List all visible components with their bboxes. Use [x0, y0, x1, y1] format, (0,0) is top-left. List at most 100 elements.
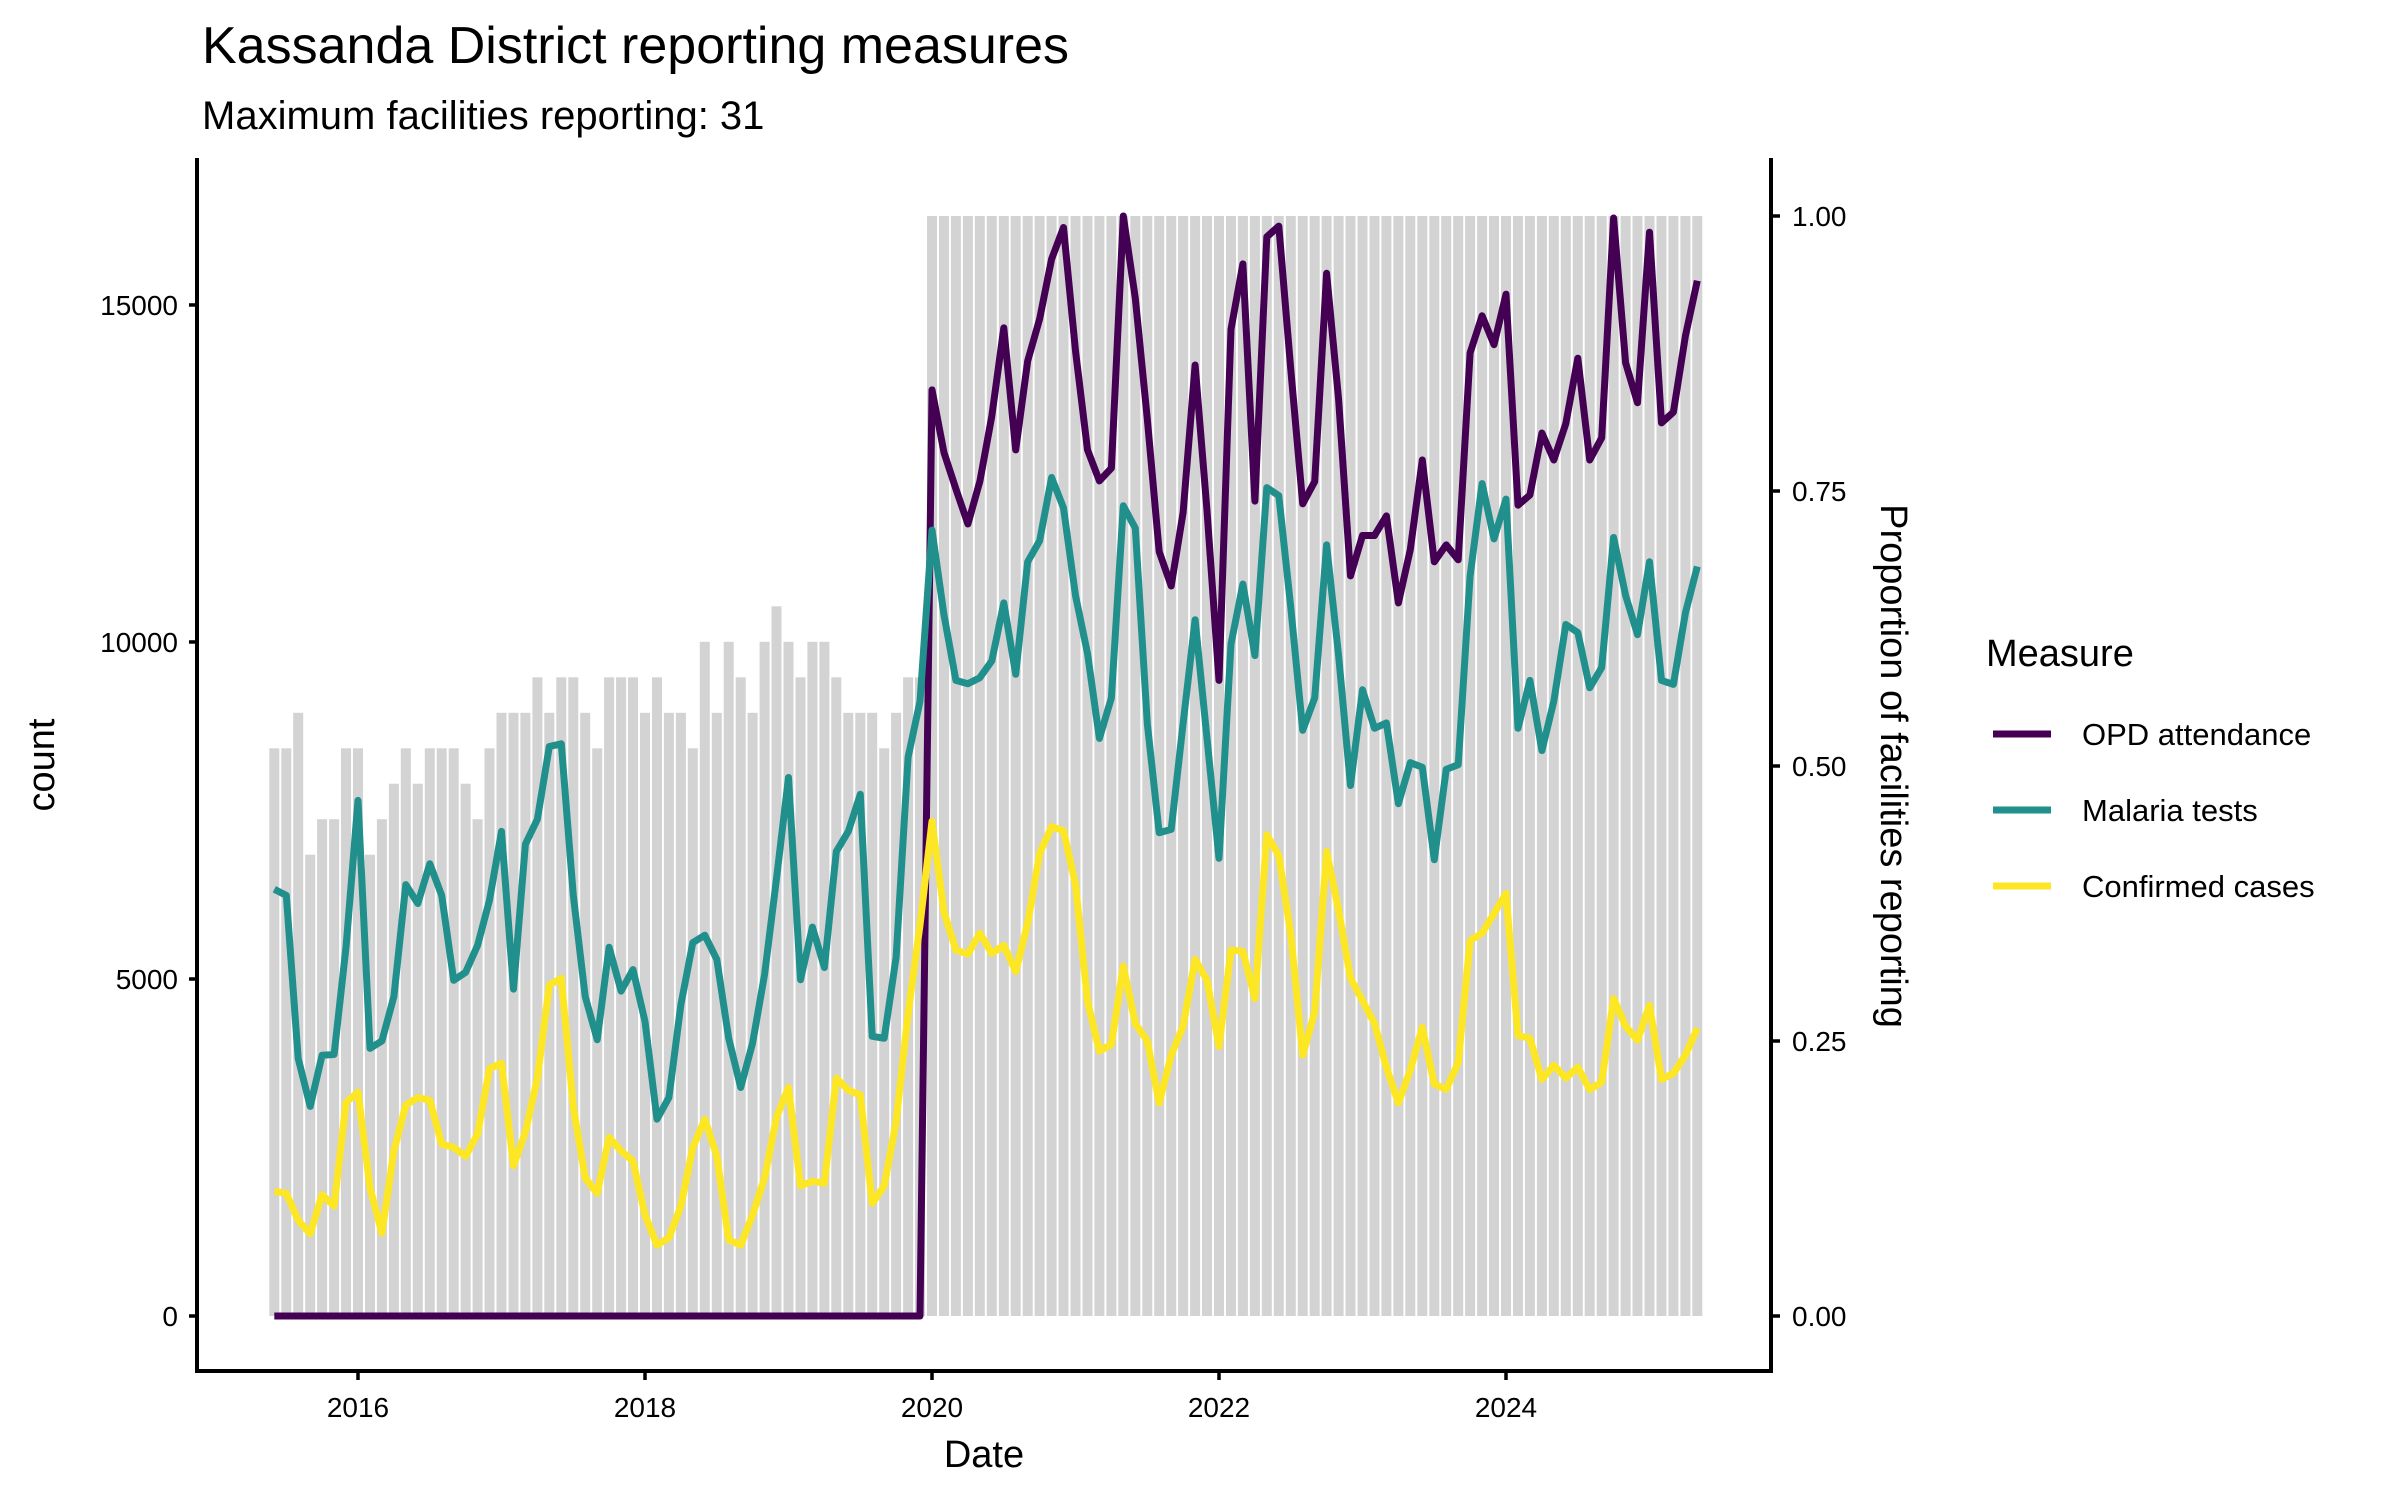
facility-bar	[1524, 216, 1535, 1316]
facility-bar	[1249, 216, 1260, 1316]
facility-bar	[974, 216, 985, 1316]
facility-bar	[1094, 216, 1105, 1316]
facility-bar	[1022, 216, 1033, 1316]
facility-bar	[711, 712, 722, 1316]
facility-bar	[460, 783, 471, 1316]
facility-bar	[1644, 216, 1655, 1316]
series-line-opd-attendance	[274, 212, 1701, 1320]
facility-bar	[998, 216, 1009, 1316]
facility-bar	[819, 641, 830, 1316]
facility-bar	[1106, 216, 1117, 1316]
facility-bar	[1034, 216, 1045, 1316]
facility-bar	[699, 641, 710, 1316]
facility-bar	[831, 677, 842, 1316]
facility-bar	[1261, 216, 1272, 1316]
facility-bar	[1154, 216, 1165, 1316]
facility-bar	[341, 748, 351, 1316]
facility-bar	[1118, 216, 1129, 1316]
y2-tick-label: 0.00	[1792, 1301, 1847, 1332]
facility-bar	[1656, 216, 1667, 1316]
facility-bar	[508, 712, 519, 1316]
facility-bar	[807, 641, 818, 1316]
y-tick-label: 10000	[100, 627, 178, 658]
facility-bar	[855, 712, 866, 1316]
facility-bar	[927, 216, 937, 1316]
facility-bar	[1046, 216, 1057, 1316]
facility-bar	[1130, 216, 1141, 1316]
facility-bar	[520, 712, 531, 1316]
facility-bar	[1010, 216, 1021, 1316]
legend: Measure OPD attendance Malaria tests Con…	[1986, 633, 2315, 904]
facility-bar	[1214, 216, 1224, 1316]
y2-tick-label: 0.25	[1792, 1026, 1847, 1057]
facility-bar	[1297, 216, 1308, 1316]
facility-bar	[986, 216, 997, 1316]
facility-bar	[771, 606, 782, 1316]
facility-bar	[1226, 216, 1236, 1316]
facility-bar	[496, 712, 507, 1316]
facility-bar	[436, 748, 447, 1316]
facility-bar	[484, 748, 495, 1316]
x-axis-title: Date	[944, 1434, 1024, 1476]
y-tick-label: 0	[162, 1301, 178, 1332]
y2-tick-label: 0.75	[1792, 476, 1847, 507]
x-axis-ticks: 2016 2018 2020 2022 2024	[327, 1371, 1537, 1423]
facility-bar	[544, 712, 555, 1316]
facility-bar	[687, 748, 698, 1316]
facility-bar	[1692, 216, 1703, 1316]
facility-bar	[1680, 216, 1691, 1316]
facility-bar	[1273, 216, 1284, 1316]
legend-title: Measure	[1986, 633, 2134, 675]
facility-bar	[1620, 216, 1631, 1316]
facility-bar	[448, 748, 459, 1316]
facility-bar	[1082, 216, 1093, 1316]
facility-bar	[281, 748, 292, 1316]
facility-bar	[1465, 216, 1476, 1316]
facility-bar	[1572, 216, 1583, 1316]
facility-bar	[365, 854, 375, 1316]
facility-bar	[1285, 216, 1296, 1316]
facility-bar	[1608, 216, 1619, 1316]
facility-bar	[1166, 216, 1177, 1316]
facility-bar	[1321, 216, 1332, 1316]
x-tick-label: 2022	[1188, 1392, 1250, 1423]
facility-bar	[915, 677, 925, 1316]
x-tick-label: 2020	[901, 1392, 963, 1423]
facility-bar	[723, 641, 734, 1316]
facility-bar	[652, 677, 662, 1316]
chart-title: Kassanda District reporting measures	[202, 17, 1069, 75]
facility-bar	[532, 677, 543, 1316]
y2-axis-title: Proportion of facilities reporting	[1872, 504, 1914, 1028]
facility-bar	[1584, 216, 1595, 1316]
facility-bar	[1489, 216, 1499, 1316]
facility-bar	[472, 819, 483, 1316]
y-tick-label: 15000	[100, 290, 178, 321]
facility-bar	[1357, 216, 1368, 1316]
facility-bar	[735, 677, 746, 1316]
facility-bar	[663, 712, 674, 1316]
y-tick-label: 5000	[116, 964, 178, 995]
facility-bar	[580, 712, 591, 1316]
legend-label-malaria-tests: Malaria tests	[2082, 793, 2258, 828]
facility-bar	[950, 216, 961, 1316]
facility-bar	[424, 748, 435, 1316]
facility-bar	[1369, 216, 1380, 1316]
x-tick-label: 2018	[614, 1392, 676, 1423]
facility-bar	[269, 748, 280, 1316]
facility-bar	[1381, 216, 1392, 1316]
facility-bar	[400, 748, 411, 1316]
facility-bar	[388, 783, 399, 1316]
facility-bar	[795, 677, 806, 1316]
facility-bar	[1178, 216, 1189, 1316]
y2-tick-label: 0.50	[1792, 751, 1847, 782]
facility-bar	[962, 216, 973, 1316]
chart-subtitle: Maximum facilities reporting: 31	[202, 94, 764, 138]
facility-bar	[783, 641, 794, 1316]
facility-bar	[412, 783, 423, 1316]
facility-bar	[1070, 216, 1081, 1316]
series-line-confirmed-cases	[273, 817, 1701, 1249]
facility-bar	[1513, 216, 1523, 1316]
facility-bar	[1237, 216, 1248, 1316]
facility-bar	[1429, 216, 1440, 1316]
